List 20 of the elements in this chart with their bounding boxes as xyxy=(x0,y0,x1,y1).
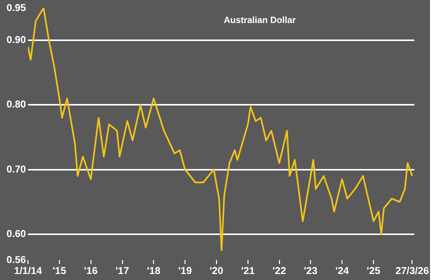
x-tick-label: '19 xyxy=(178,266,192,277)
x-tick-label: '17 xyxy=(115,266,130,277)
y-tick-label: 0.60 xyxy=(6,228,26,240)
y-tick-label: 0.80 xyxy=(6,100,26,111)
x-tick-label: '21 xyxy=(241,266,256,277)
x-tick-label: '16 xyxy=(84,266,98,277)
x-tick-label: '25 xyxy=(366,266,381,277)
x-tick-label: '15 xyxy=(52,266,67,277)
x-tick-label: '23 xyxy=(304,266,318,277)
text: Australian Dollar xyxy=(224,14,296,25)
x-tick-label: '20 xyxy=(210,266,224,277)
x-tick-label: '22 xyxy=(272,266,286,277)
y-tick-label: 0.56 xyxy=(6,254,26,266)
x-tick-label: 1/1/14 xyxy=(14,266,42,277)
x-tick-label: 27/3/26 xyxy=(396,266,430,277)
y-tick-label: 0.70 xyxy=(6,164,26,176)
x-tick-label: '18 xyxy=(146,266,161,277)
y-tick-label: 0.90 xyxy=(6,35,26,46)
y-tick-label: 0.95 xyxy=(6,2,26,14)
x-tick-label: '24 xyxy=(335,266,350,277)
